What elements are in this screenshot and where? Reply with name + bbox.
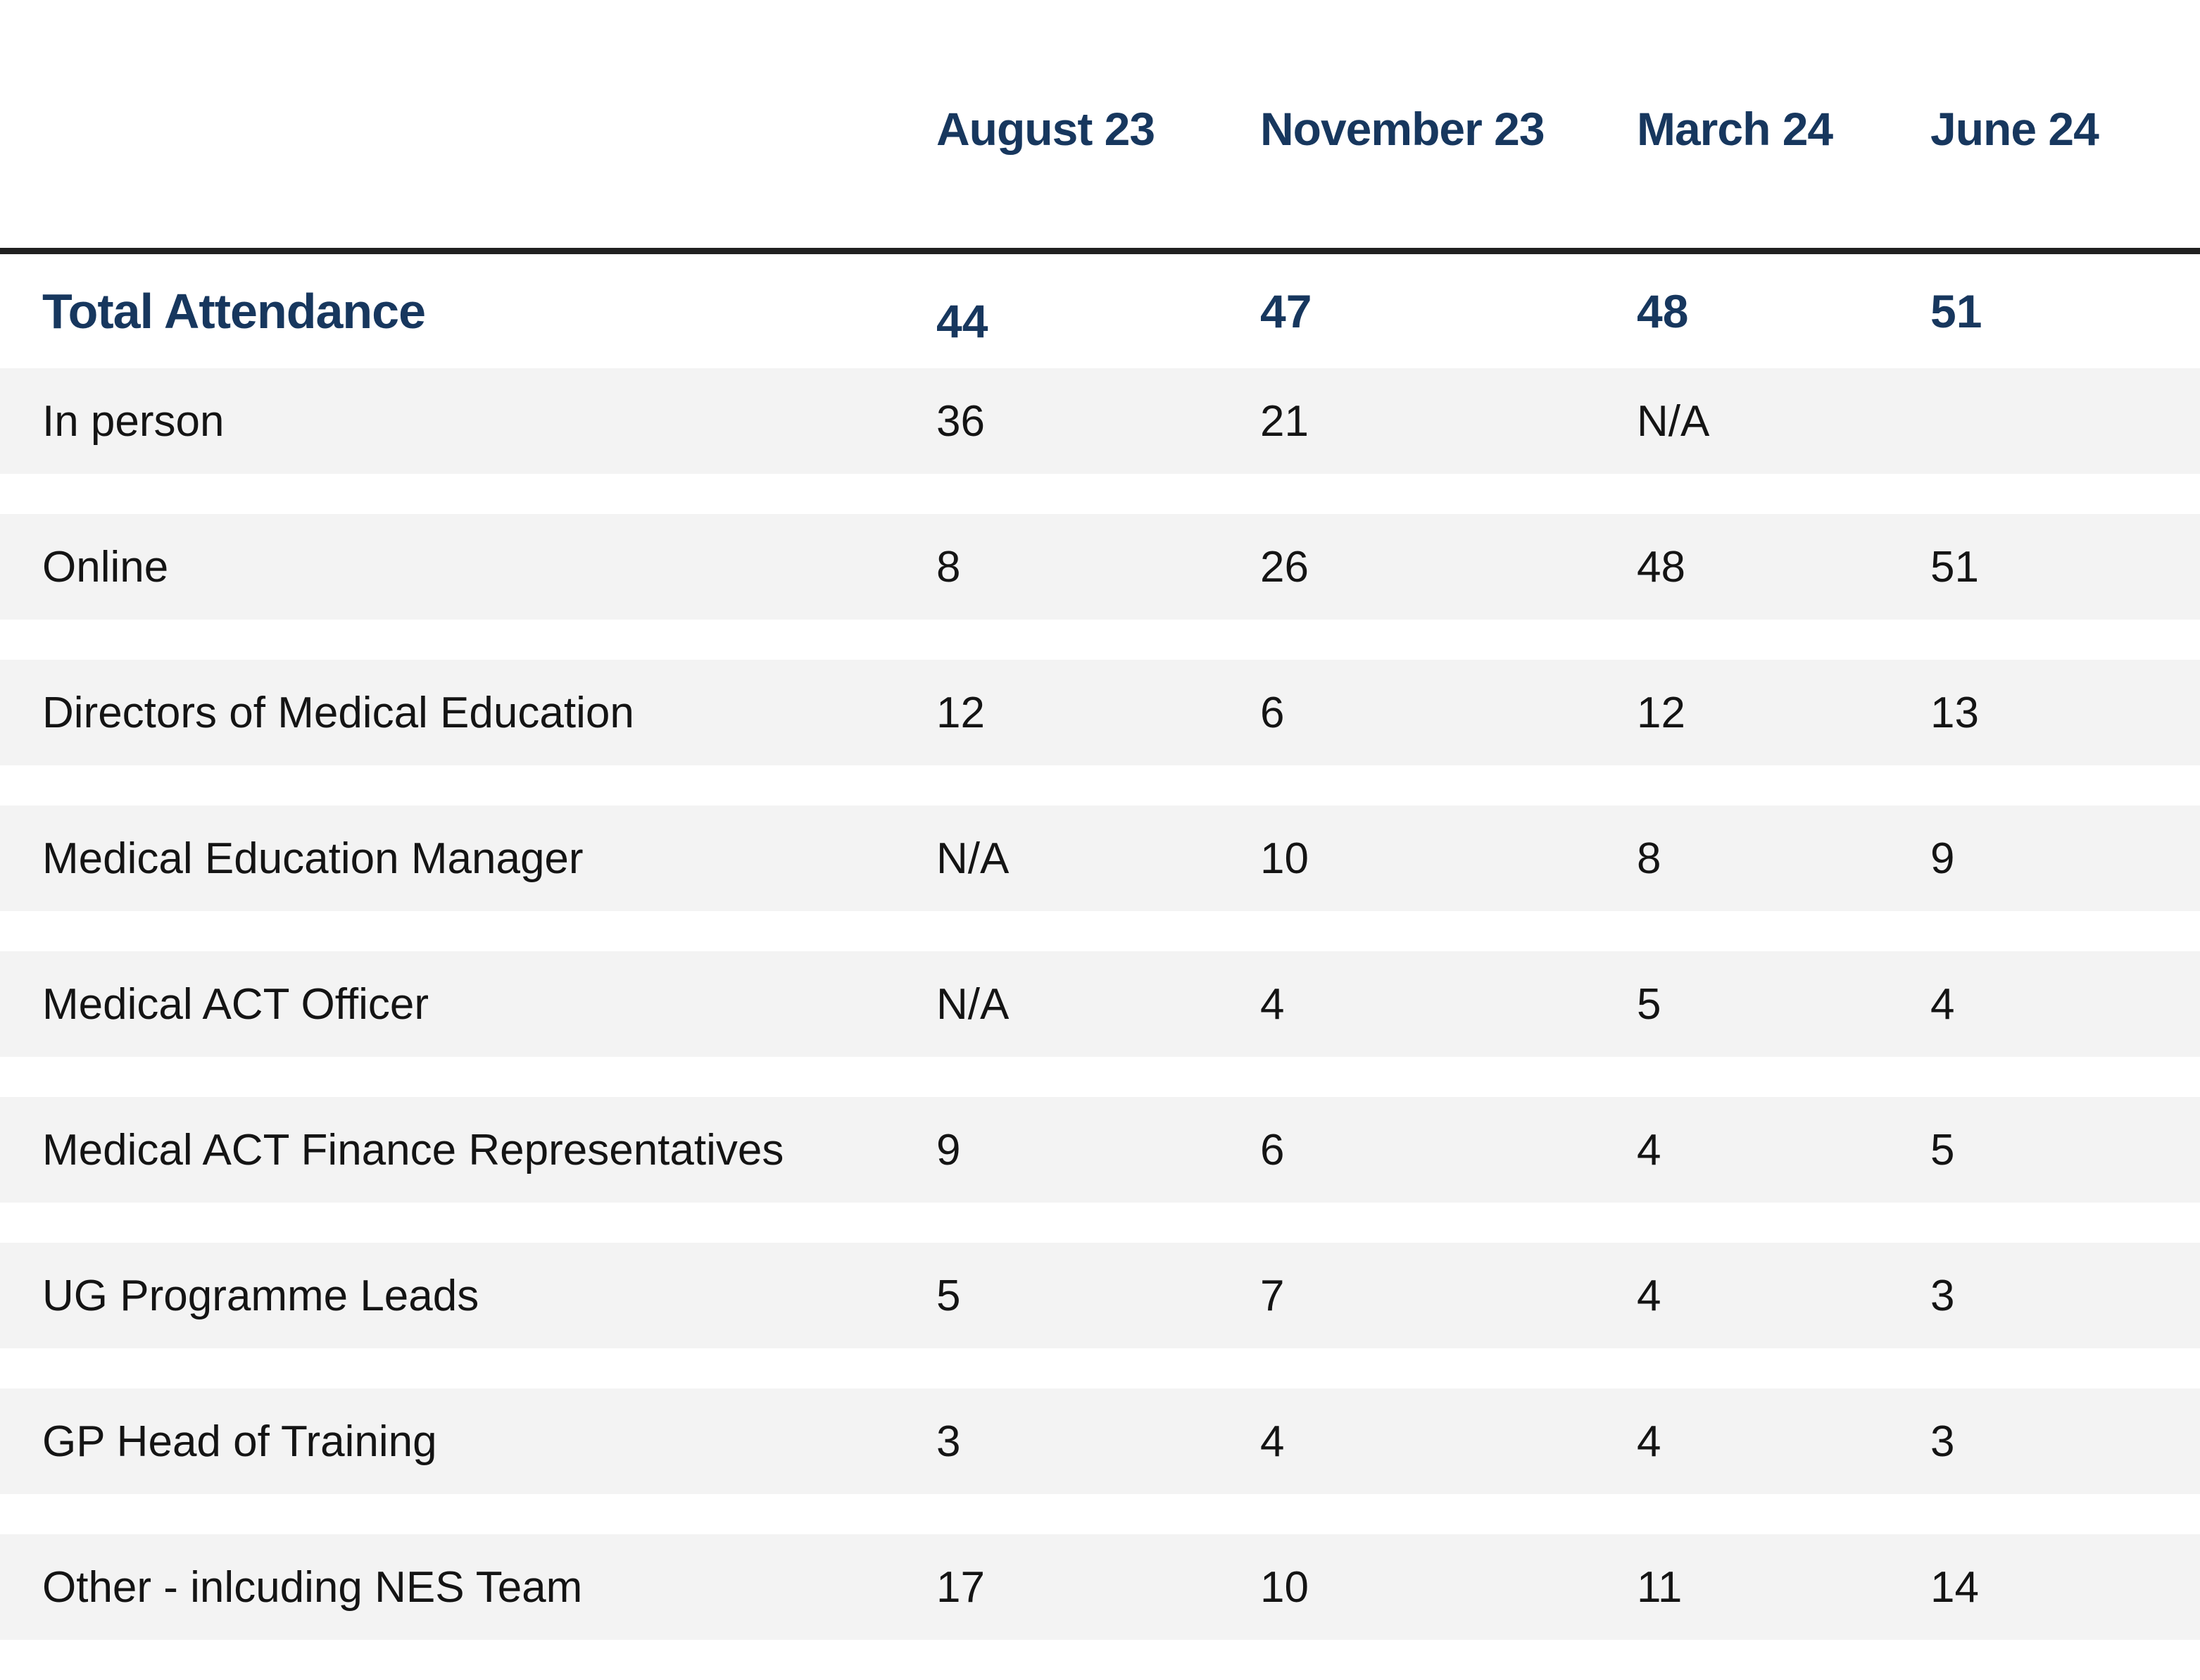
column-header-november-23: November 23	[1260, 103, 1545, 155]
table-header-row: August 23 November 23 March 24 June 24	[0, 0, 2200, 248]
row-value: 12	[1637, 688, 1685, 737]
table-row: Other - inlcuding NES Team 17 10 11 14	[0, 1534, 2200, 1640]
table-body: In person 36 21 N/A Online 8 26 48 51 Directors o…	[0, 368, 2200, 1640]
table-row: Medical Education Manager N/A 10 8 9	[0, 805, 2200, 911]
row-value: 4	[1637, 1271, 1661, 1320]
row-value: 26	[1260, 542, 1309, 591]
table-row: Medical ACT Officer N/A 4 5 4	[0, 951, 2200, 1057]
row-value: 3	[1930, 1417, 1955, 1466]
table-row: In person 36 21 N/A	[0, 368, 2200, 474]
row-value: 4	[1260, 979, 1285, 1029]
row-value: 10	[1260, 834, 1309, 883]
row-value: 3	[1930, 1271, 1955, 1320]
table-row: UG Programme Leads 5 7 4 3	[0, 1243, 2200, 1348]
row-label: UG Programme Leads	[42, 1271, 479, 1320]
row-value: N/A	[936, 834, 1010, 883]
row-label: Medical ACT Finance Representatives	[42, 1125, 784, 1174]
row-value: 11	[1637, 1562, 1683, 1612]
total-attendance-label: Total Attendance	[42, 284, 426, 339]
row-value: 9	[936, 1125, 961, 1174]
row-value: 36	[936, 396, 985, 446]
row-label: Directors of Medical Education	[42, 688, 634, 737]
row-label: Other - inlcuding NES Team	[42, 1562, 583, 1612]
row-value: 6	[1260, 688, 1285, 737]
row-value: 7	[1260, 1271, 1285, 1320]
row-value: 4	[1637, 1417, 1661, 1466]
table-row: Medical ACT Finance Representatives 9 6 4 5	[0, 1097, 2200, 1203]
attendance-table: August 23 November 23 March 24 June 24 T…	[0, 0, 2200, 1640]
row-label: Medical Education Manager	[42, 834, 584, 883]
row-value: 5	[936, 1271, 961, 1320]
row-value: 4	[1930, 979, 1955, 1029]
row-value: 5	[1637, 979, 1661, 1029]
row-value: 8	[936, 542, 961, 591]
row-value: 14	[1930, 1562, 1979, 1612]
row-value: 13	[1930, 688, 1979, 737]
table-row: Directors of Medical Education 12 6 12 13	[0, 660, 2200, 765]
header-divider-line	[0, 248, 2200, 254]
row-label: Online	[42, 542, 169, 591]
total-attendance-row: Total Attendance 44 47 48 51	[0, 254, 2200, 368]
row-label: GP Head of Training	[42, 1417, 437, 1466]
row-value: 4	[1637, 1125, 1661, 1174]
table-row: Online 8 26 48 51	[0, 514, 2200, 620]
row-value: 17	[936, 1562, 985, 1612]
row-value: 9	[1930, 834, 1955, 883]
row-value: 4	[1260, 1417, 1285, 1466]
row-value: 51	[1930, 542, 1979, 591]
row-value: 12	[936, 688, 985, 737]
row-value: 21	[1260, 396, 1309, 446]
total-value-august-23: 44	[936, 295, 988, 347]
row-label: In person	[42, 396, 225, 446]
row-value: 5	[1930, 1125, 1955, 1174]
total-value-june-24: 51	[1930, 285, 1982, 337]
row-value: 48	[1637, 542, 1685, 591]
row-value: N/A	[936, 979, 1010, 1029]
total-value-march-24: 48	[1637, 285, 1689, 337]
row-value: N/A	[1637, 396, 1710, 446]
row-value: 6	[1260, 1125, 1285, 1174]
row-value: 10	[1260, 1562, 1309, 1612]
row-value: 3	[936, 1417, 961, 1466]
row-label: Medical ACT Officer	[42, 979, 429, 1029]
row-value: 8	[1637, 834, 1661, 883]
table-row: GP Head of Training 3 4 4 3	[0, 1388, 2200, 1494]
column-header-march-24: March 24	[1637, 103, 1833, 155]
column-header-august-23: August 23	[936, 103, 1155, 155]
total-value-november-23: 47	[1260, 285, 1312, 337]
column-header-june-24: June 24	[1930, 103, 2099, 155]
